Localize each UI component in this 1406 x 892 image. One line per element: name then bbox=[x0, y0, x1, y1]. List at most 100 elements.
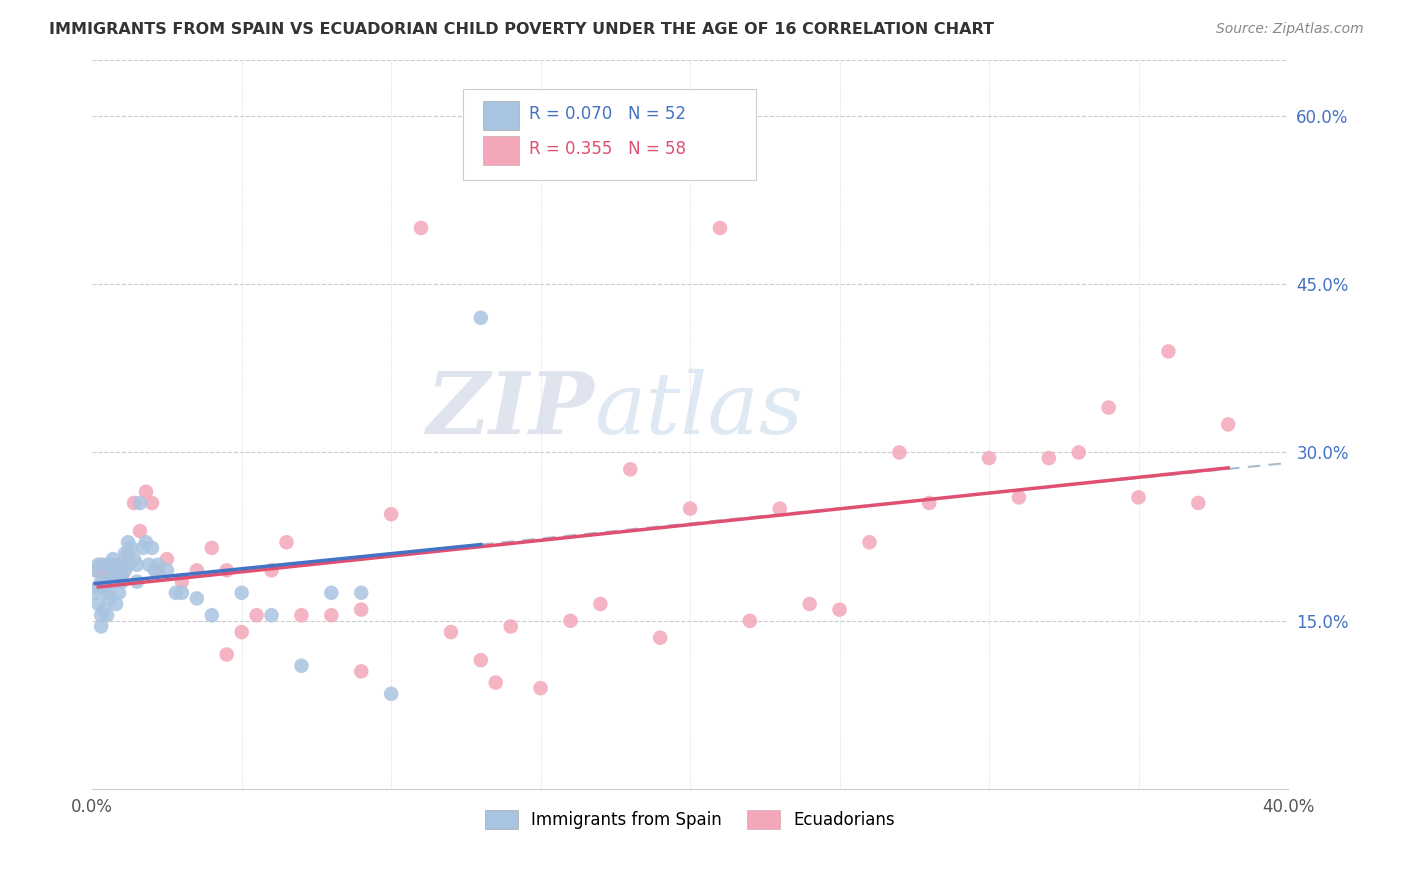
Point bbox=[120, 541, 142, 555]
Point bbox=[170, 574, 193, 589]
Point bbox=[321, 586, 343, 600]
Point bbox=[290, 658, 312, 673]
Point bbox=[108, 558, 131, 572]
Text: R = 0.070   N = 52: R = 0.070 N = 52 bbox=[529, 105, 686, 123]
Point bbox=[138, 558, 160, 572]
Point bbox=[1218, 417, 1240, 432]
Point bbox=[246, 608, 269, 623]
Text: R = 0.355   N = 58: R = 0.355 N = 58 bbox=[529, 140, 686, 159]
Text: atlas: atlas bbox=[595, 368, 804, 451]
Point bbox=[98, 558, 121, 572]
Point bbox=[1128, 491, 1150, 505]
Point bbox=[409, 221, 432, 235]
Point bbox=[350, 586, 373, 600]
Point bbox=[105, 574, 128, 589]
Text: Source: ZipAtlas.com: Source: ZipAtlas.com bbox=[1216, 22, 1364, 37]
Point bbox=[201, 541, 224, 555]
Point bbox=[499, 619, 522, 633]
FancyBboxPatch shape bbox=[463, 89, 756, 180]
Point bbox=[129, 524, 152, 538]
Point bbox=[529, 681, 551, 696]
Point bbox=[98, 558, 121, 572]
Point bbox=[87, 563, 110, 577]
Point bbox=[90, 608, 112, 623]
Point bbox=[87, 558, 110, 572]
Point bbox=[84, 563, 107, 577]
Point bbox=[101, 574, 124, 589]
Point bbox=[87, 580, 110, 594]
Point bbox=[276, 535, 298, 549]
Point bbox=[215, 648, 238, 662]
Point bbox=[619, 462, 641, 476]
Point bbox=[105, 597, 128, 611]
Point bbox=[122, 552, 145, 566]
Point bbox=[1067, 445, 1090, 459]
Point bbox=[380, 687, 402, 701]
Point bbox=[129, 496, 152, 510]
Point bbox=[146, 558, 169, 572]
Point bbox=[96, 574, 118, 589]
Point bbox=[122, 496, 145, 510]
Point bbox=[117, 558, 139, 572]
Point bbox=[186, 563, 208, 577]
Point bbox=[96, 586, 118, 600]
Point bbox=[589, 597, 612, 611]
Point bbox=[560, 614, 582, 628]
Point bbox=[321, 608, 343, 623]
Point bbox=[117, 547, 139, 561]
Point bbox=[98, 569, 121, 583]
Point bbox=[889, 445, 911, 459]
Point bbox=[201, 608, 224, 623]
Point bbox=[90, 558, 112, 572]
Point bbox=[186, 591, 208, 606]
Point bbox=[215, 563, 238, 577]
Point bbox=[260, 563, 283, 577]
Point bbox=[165, 586, 187, 600]
Point bbox=[135, 484, 157, 499]
Point bbox=[132, 541, 155, 555]
Point bbox=[96, 608, 118, 623]
Point bbox=[650, 631, 672, 645]
Point bbox=[111, 574, 134, 589]
Point bbox=[440, 625, 463, 640]
Point bbox=[156, 563, 179, 577]
Point bbox=[111, 558, 134, 572]
Point bbox=[231, 586, 253, 600]
Point bbox=[828, 602, 851, 616]
Point bbox=[470, 310, 492, 325]
Point bbox=[114, 563, 136, 577]
Bar bbox=[484, 101, 519, 130]
Point bbox=[105, 563, 128, 577]
Point bbox=[117, 535, 139, 549]
Point bbox=[93, 558, 115, 572]
Point bbox=[125, 558, 148, 572]
Point bbox=[977, 451, 1000, 466]
Point bbox=[141, 541, 163, 555]
Point bbox=[101, 563, 124, 577]
Point bbox=[156, 552, 179, 566]
Point bbox=[96, 563, 118, 577]
Point bbox=[290, 608, 312, 623]
Point bbox=[1038, 451, 1060, 466]
Point bbox=[738, 614, 761, 628]
Point bbox=[1097, 401, 1119, 415]
Point bbox=[769, 501, 792, 516]
Point bbox=[125, 574, 148, 589]
Point bbox=[114, 547, 136, 561]
Point bbox=[101, 552, 124, 566]
Point bbox=[84, 586, 107, 600]
Text: ZIP: ZIP bbox=[426, 368, 595, 451]
Point bbox=[93, 574, 115, 589]
Point bbox=[350, 602, 373, 616]
Point bbox=[146, 563, 169, 577]
Text: IMMIGRANTS FROM SPAIN VS ECUADORIAN CHILD POVERTY UNDER THE AGE OF 16 CORRELATIO: IMMIGRANTS FROM SPAIN VS ECUADORIAN CHIL… bbox=[49, 22, 994, 37]
Point bbox=[90, 574, 112, 589]
Point bbox=[709, 221, 731, 235]
Point bbox=[170, 586, 193, 600]
Point bbox=[141, 496, 163, 510]
Point bbox=[679, 501, 702, 516]
Point bbox=[350, 665, 373, 679]
Point bbox=[111, 569, 134, 583]
Point bbox=[108, 586, 131, 600]
Point bbox=[87, 597, 110, 611]
